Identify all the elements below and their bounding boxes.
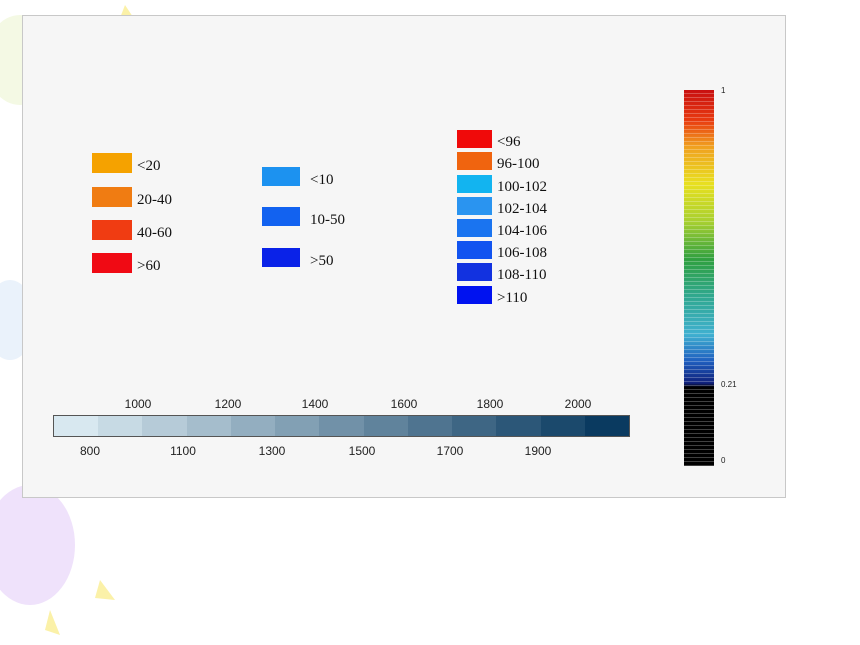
scale-label-top: 1800 bbox=[476, 397, 504, 411]
legend-label: <10 bbox=[310, 171, 334, 188]
scale-label-bottom: 1300 bbox=[258, 444, 286, 458]
color-bar-segment bbox=[407, 416, 453, 436]
scale-label-bottom: 1100 bbox=[170, 444, 196, 458]
color-bar-segment bbox=[319, 416, 364, 436]
color-bar-segment bbox=[452, 416, 497, 436]
legend-label: <96 bbox=[497, 134, 521, 150]
legend-swatch bbox=[92, 153, 132, 173]
legend-label: 10-50 bbox=[310, 211, 345, 228]
color-bar-segment bbox=[540, 416, 585, 436]
legend-swatch bbox=[262, 248, 300, 267]
legend-swatch bbox=[92, 253, 132, 273]
legend-label: 108-110 bbox=[497, 267, 547, 283]
color-bar-segment bbox=[98, 416, 143, 436]
legend-label: 96-100 bbox=[497, 156, 540, 172]
vertical-color-bar bbox=[684, 90, 714, 466]
scale-label-bottom: 1700 bbox=[436, 444, 464, 458]
legend-label: 20-40 bbox=[137, 192, 172, 208]
legend-swatch bbox=[92, 187, 132, 207]
legend-label: <20 bbox=[137, 158, 161, 174]
legend-label: 106-108 bbox=[497, 245, 547, 261]
color-bar-segment bbox=[496, 416, 541, 436]
scale-label: 1 bbox=[721, 86, 726, 95]
legend-label: 104-106 bbox=[497, 223, 547, 239]
scale-label-bottom: 1900 bbox=[524, 444, 552, 458]
legend-swatch bbox=[262, 207, 300, 226]
legend-label: 40-60 bbox=[137, 225, 172, 241]
legend-swatch bbox=[262, 167, 300, 186]
legend-swatch bbox=[457, 286, 492, 304]
scale-label: 0.21 bbox=[721, 380, 737, 389]
legend-swatch bbox=[92, 220, 132, 240]
legend-swatch bbox=[457, 197, 492, 215]
color-bar-segment bbox=[275, 416, 320, 436]
legend-label: 102-104 bbox=[497, 201, 547, 217]
scale-label-bottom: 800 bbox=[79, 444, 101, 458]
scale-label-top: 1200 bbox=[214, 397, 242, 411]
horizontal-color-bar bbox=[53, 415, 630, 437]
scale-label: 0 bbox=[721, 456, 726, 465]
color-bar-segment bbox=[54, 416, 99, 436]
scale-label-top: 2000 bbox=[564, 397, 592, 411]
color-bar-segment bbox=[186, 416, 231, 436]
scale-label-top: 1000 bbox=[124, 397, 152, 411]
color-bar-segment bbox=[363, 416, 408, 436]
legend-swatch bbox=[457, 175, 492, 193]
scale-label-top: 1400 bbox=[301, 397, 329, 411]
legend-label: 100-102 bbox=[497, 179, 547, 195]
scale-label-top: 1600 bbox=[390, 397, 418, 411]
legend-swatch bbox=[457, 219, 492, 237]
color-bar-segment bbox=[230, 416, 276, 436]
legend-swatch bbox=[457, 152, 492, 170]
legend-swatch bbox=[457, 263, 492, 281]
legend-swatch bbox=[457, 130, 492, 148]
legend-label: >50 bbox=[310, 252, 334, 269]
legend-label: >110 bbox=[497, 290, 528, 306]
color-bar-segment bbox=[142, 416, 187, 436]
scale-label-bottom: 1500 bbox=[348, 444, 376, 458]
legend-label: >60 bbox=[137, 258, 161, 274]
legend-swatch bbox=[457, 241, 492, 259]
color-bar-segment bbox=[584, 416, 630, 436]
